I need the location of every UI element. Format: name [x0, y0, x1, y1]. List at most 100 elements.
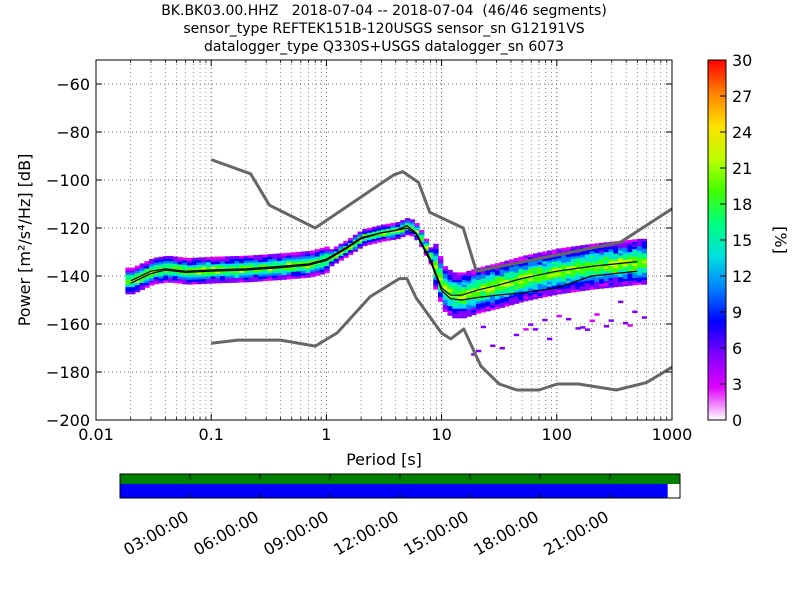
heatmap-cell	[622, 269, 629, 272]
heatmap-cell	[352, 246, 359, 250]
heatmap-cell	[305, 251, 311, 254]
heatmap-cell	[286, 259, 292, 263]
heatmap-cell	[144, 277, 150, 281]
heatmap-cell	[243, 255, 250, 259]
heatmap-cell	[618, 276, 624, 280]
heatmap-cell	[613, 243, 619, 247]
heatmap-cell	[513, 281, 520, 285]
heatmap-cell	[603, 249, 610, 253]
heatmap-cell	[461, 277, 468, 280]
heatmap-cell	[499, 297, 505, 301]
heatmap-cell	[153, 262, 160, 266]
heatmap-cell	[144, 280, 150, 284]
heatmap-cell	[163, 275, 169, 278]
heatmap-cell	[433, 250, 439, 254]
heatmap-cell	[523, 255, 529, 259]
heatmap-cell	[390, 225, 396, 228]
heatmap-cell	[276, 253, 283, 257]
heatmap-cell	[537, 271, 543, 275]
heatmap-cell	[594, 272, 600, 275]
heatmap-cell	[196, 262, 202, 265]
heatmap-cell	[149, 263, 155, 267]
heatmap-cell	[144, 265, 150, 269]
heatmap-cell	[584, 258, 591, 262]
heatmap-cell	[599, 271, 605, 275]
heatmap-cell	[352, 234, 359, 238]
heatmap-cell	[442, 287, 449, 291]
heatmap-cell	[599, 286, 605, 289]
heatmap-cell	[186, 281, 193, 285]
heatmap-cell	[608, 319, 614, 322]
heatmap-cell	[300, 275, 307, 279]
heatmap-cell	[556, 289, 562, 292]
heatmap-cell	[276, 272, 283, 276]
colorbar-tick-label: 12	[732, 267, 752, 286]
heatmap-cell	[632, 239, 638, 243]
heatmap-cell	[144, 261, 150, 264]
heatmap-cell	[423, 238, 430, 242]
heatmap-cell	[376, 237, 382, 241]
heatmap-cell	[556, 291, 562, 295]
heatmap-cell	[622, 278, 629, 282]
heatmap-cell	[490, 288, 496, 292]
heatmap-cell	[205, 261, 212, 265]
heatmap-cell	[258, 278, 264, 282]
heatmap-cell	[153, 276, 160, 280]
heatmap-cell	[499, 300, 505, 304]
heatmap-cell	[295, 273, 302, 277]
heatmap-cell	[153, 281, 160, 285]
heatmap-cell	[480, 266, 486, 270]
heatmap-cell	[338, 243, 344, 247]
heatmap-cell	[134, 272, 141, 276]
heatmap-cell	[575, 286, 581, 290]
heatmap-cell	[565, 266, 572, 270]
heatmap-cell	[546, 272, 553, 275]
heatmap-cell	[494, 299, 501, 302]
heatmap-cell	[537, 276, 543, 280]
heatmap-cell	[551, 280, 558, 284]
heatmap-cell	[423, 241, 430, 244]
heatmap-cell	[262, 273, 269, 277]
heatmap-cell	[177, 259, 183, 263]
data-coverage-bar: 03:00:0006:00:0009:00:0012:00:0015:00:00…	[119, 473, 681, 559]
heatmap-cell	[305, 260, 311, 264]
heatmap-cell	[414, 225, 420, 229]
heatmap-cell	[291, 276, 297, 279]
heatmap-cell	[456, 310, 463, 314]
heatmap-cell	[433, 255, 439, 259]
y-tick-label: −160	[46, 315, 90, 334]
heatmap-cell	[499, 269, 505, 272]
heatmap-cell	[438, 277, 444, 281]
heatmap-cell	[258, 264, 264, 268]
heatmap-cell	[191, 257, 198, 261]
heatmap-cell	[461, 296, 468, 300]
heatmap-cell	[570, 287, 576, 290]
heatmap-cell	[575, 262, 581, 266]
heatmap-cell	[475, 289, 482, 293]
heatmap-cell	[580, 283, 586, 287]
heatmap-cell	[475, 301, 482, 305]
heatmap-cell	[281, 253, 288, 256]
heatmap-cell	[589, 287, 595, 290]
heatmap-cell	[532, 255, 539, 259]
heatmap-cell	[627, 275, 633, 279]
heatmap-cell	[224, 280, 231, 284]
heatmap-cell	[565, 280, 572, 284]
heatmap-cell	[456, 282, 463, 285]
heatmap-cell	[286, 267, 292, 270]
heatmap-cell	[603, 268, 610, 272]
heatmap-cell	[636, 262, 643, 266]
heatmap-cell	[532, 270, 539, 273]
heatmap-cell	[205, 273, 212, 277]
heatmap-cell	[310, 271, 316, 275]
heatmap-cell	[442, 309, 449, 313]
heatmap-cell	[546, 293, 553, 297]
heatmap-cell	[168, 260, 174, 264]
heatmap-cell	[338, 253, 344, 256]
heatmap-cell	[580, 257, 586, 260]
heatmap-cell	[551, 275, 558, 279]
heatmap-cell	[295, 254, 302, 257]
heatmap-cell	[319, 250, 325, 253]
heatmap-cell	[404, 218, 411, 221]
heatmap-cell	[319, 255, 325, 258]
